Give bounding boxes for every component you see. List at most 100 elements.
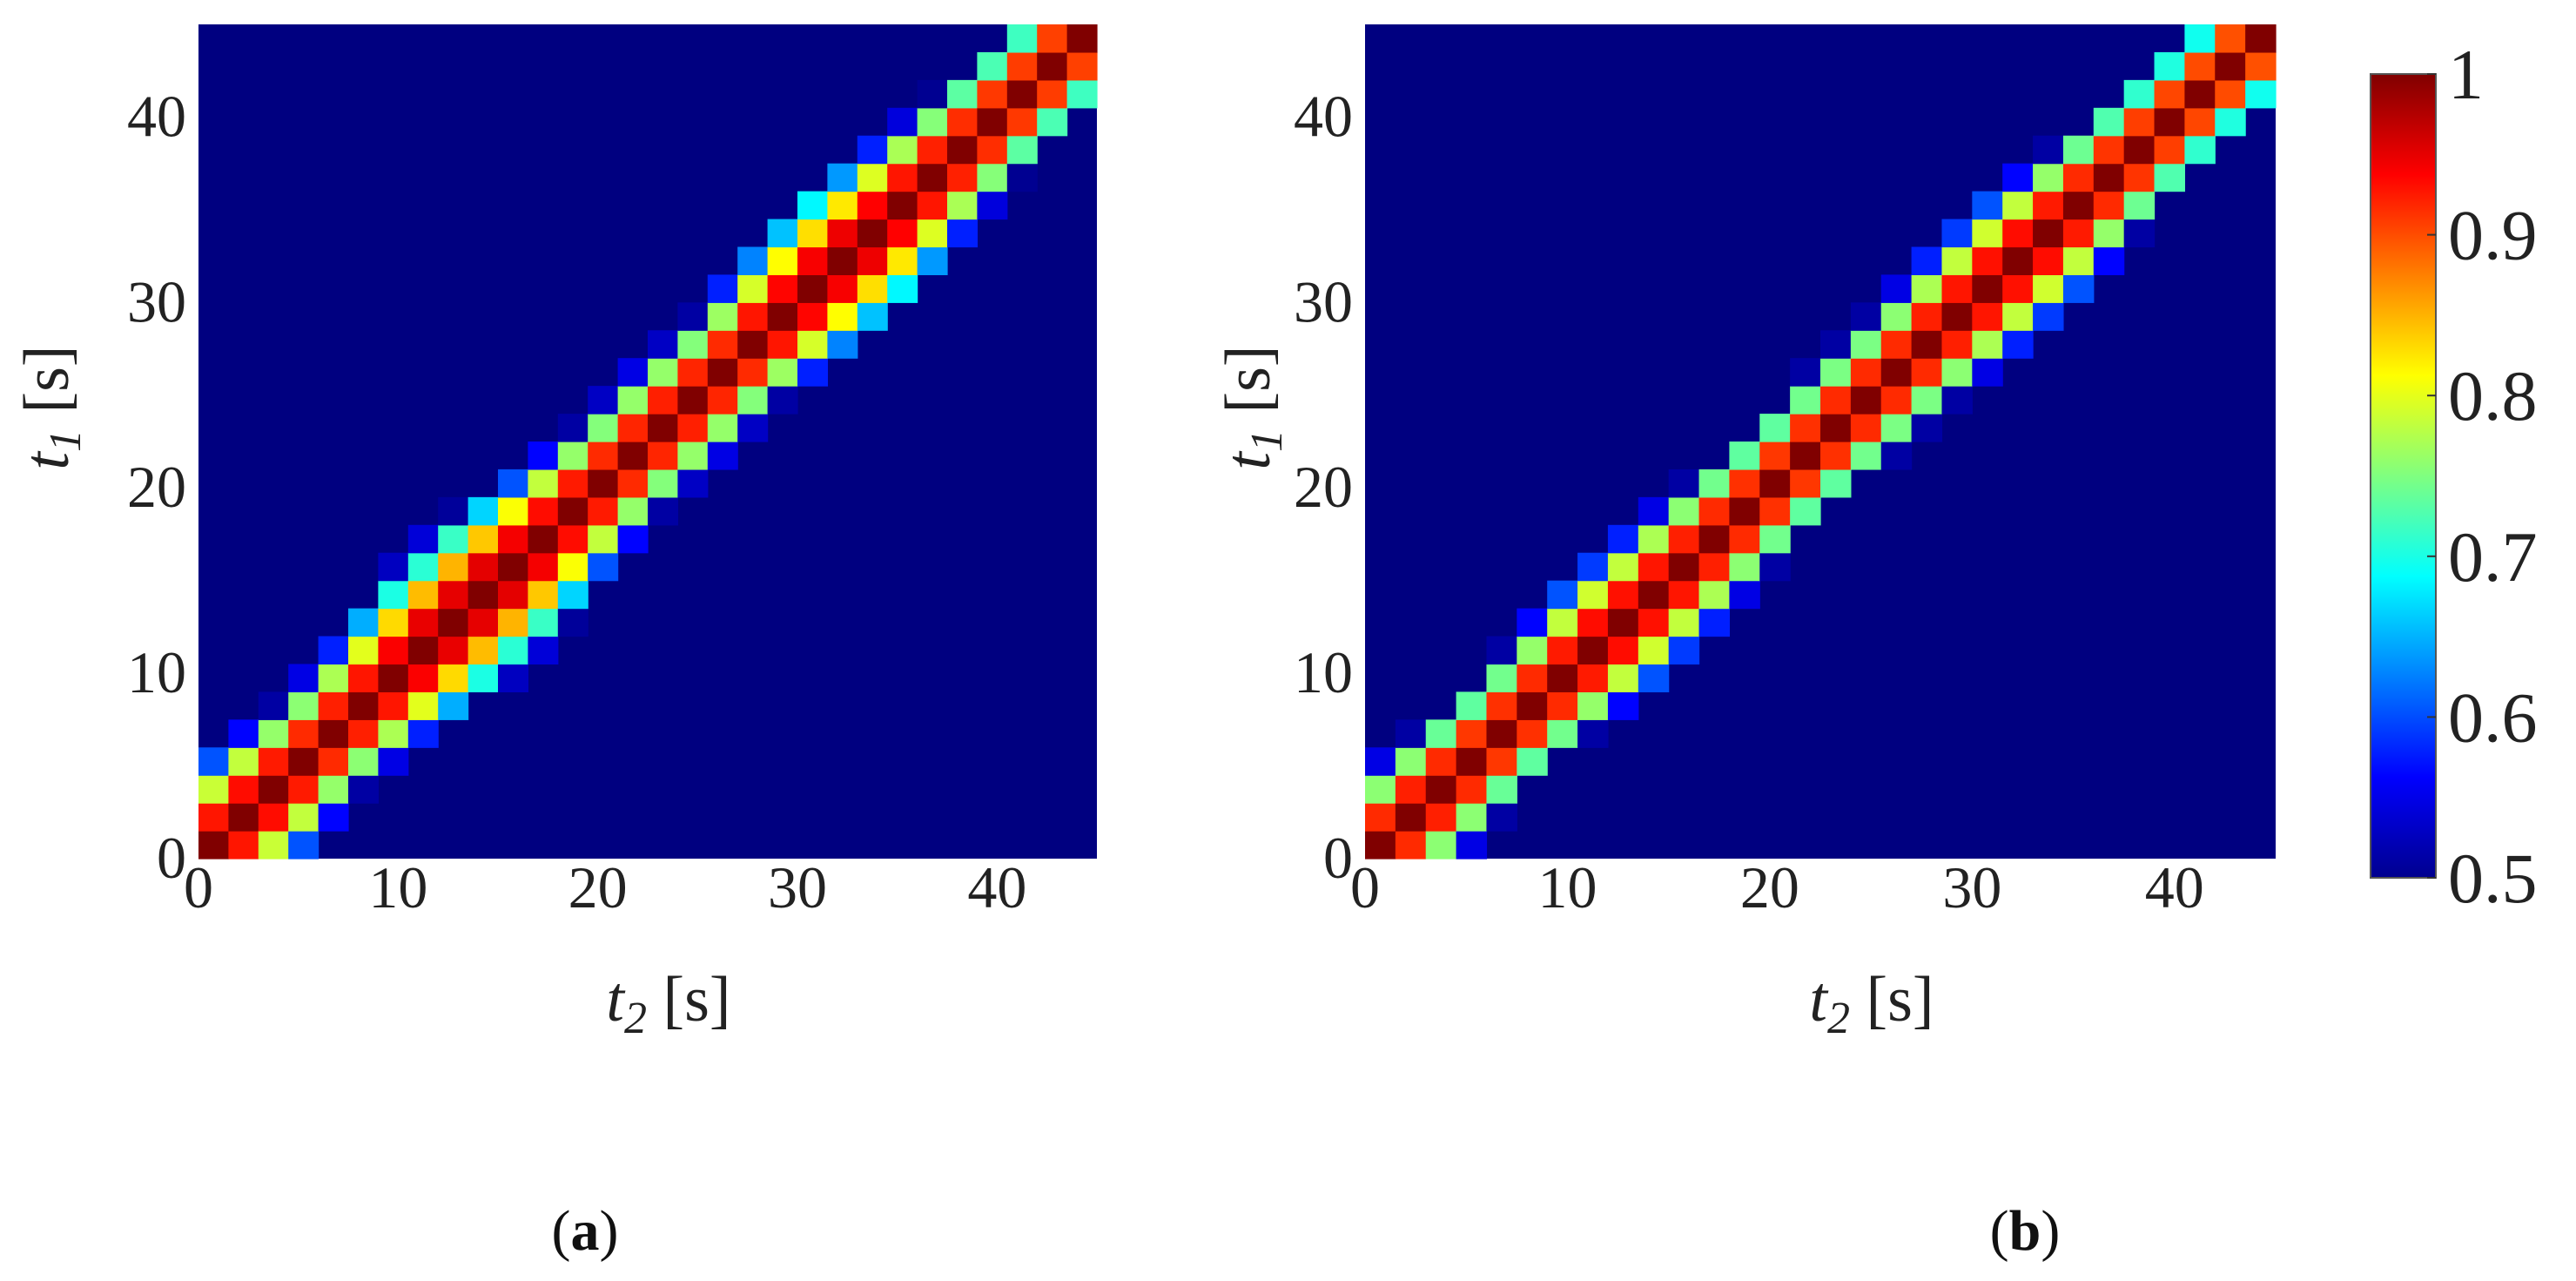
heatmap-cell <box>2093 246 2125 275</box>
heatmap-cell <box>557 608 589 637</box>
heatmap-cell <box>1517 691 1548 720</box>
heatmap-cell <box>1759 414 1791 442</box>
heatmap-cell <box>378 691 409 720</box>
heatmap-cell <box>1395 831 1427 860</box>
heatmap-cell <box>917 163 948 192</box>
heatmap-cell <box>198 747 229 776</box>
heatmap-cell <box>1486 719 1517 748</box>
heatmap-cell <box>1820 358 1852 387</box>
heatmap-cell <box>198 775 229 804</box>
heatmap-cell <box>677 442 709 470</box>
heatmap-cell <box>2093 107 2125 137</box>
heatmap-cell <box>348 775 379 804</box>
heatmap-cell <box>1638 496 1670 526</box>
heatmap-cell <box>1486 803 1517 832</box>
heatmap-cell <box>557 580 589 610</box>
heatmap-cell <box>917 79 948 109</box>
heatmap-cell <box>2215 107 2246 137</box>
heatmap-cell <box>528 524 559 554</box>
heatmap-cell <box>1790 496 1821 526</box>
heatmap-cell <box>2184 135 2216 165</box>
heatmap-cell <box>588 469 619 498</box>
heatmap-cell <box>1850 386 1882 415</box>
heatmap-cell <box>1729 524 1760 554</box>
heatmap-cell <box>887 191 918 220</box>
heatmap-cell <box>2062 219 2095 248</box>
heatmap-cell <box>827 274 858 303</box>
heatmap-cell <box>1790 469 1821 498</box>
heatmap-cell <box>2002 163 2034 192</box>
heatmap-cell <box>2245 51 2277 81</box>
heatmap-cell <box>947 107 978 137</box>
heatmap-cell <box>528 552 559 582</box>
heatmap-cell <box>407 719 439 748</box>
heatmap-cell <box>1607 664 1639 692</box>
heatmap-cell <box>528 496 559 526</box>
heatmap-cell <box>288 664 319 692</box>
x-tick-label: 40 <box>2145 854 2204 920</box>
heatmap-cell <box>378 608 409 637</box>
heatmap-panel-a: 0 10 20 30 40 0 10 20 30 40 t2 [s] t1 [s] (a) <box>11 24 1098 1263</box>
heatmap-cell <box>1972 246 2003 275</box>
heatmap-cell <box>1006 51 1038 81</box>
heatmap-cell <box>1607 580 1639 610</box>
heatmap-cell <box>947 163 978 192</box>
heatmap-cell <box>288 719 319 748</box>
heatmap-cell <box>1850 414 1882 442</box>
y-tick-label: 20 <box>127 454 186 520</box>
heatmap-cell <box>288 803 319 832</box>
panel-label-a: (a) <box>552 1199 619 1263</box>
heatmap-cell <box>1698 608 1730 637</box>
heatmap-cell <box>2215 24 2246 53</box>
heatmap-cell <box>1880 274 1913 303</box>
heatmap-cell <box>1820 414 1852 442</box>
heatmap-cell <box>648 330 678 359</box>
heatmap-cell <box>1395 719 1427 748</box>
heatmap-cell <box>2245 79 2277 109</box>
heatmap-cell <box>2002 274 2034 303</box>
heatmap-cell <box>1759 552 1791 582</box>
heatmap-cell <box>1006 79 1038 109</box>
heatmap-cell <box>887 107 918 137</box>
heatmap-cell <box>1395 747 1427 776</box>
heatmap-cell <box>617 414 649 442</box>
heatmap-cell <box>2002 330 2034 359</box>
colorbar-tick-label: 0.9 <box>2448 196 2538 275</box>
heatmap-cell <box>1577 552 1609 582</box>
heatmap-cell <box>1006 135 1038 165</box>
heatmap-cell <box>677 386 709 415</box>
heatmap-cell <box>2184 107 2216 137</box>
heatmap-cell <box>1486 747 1517 776</box>
heatmap-cell <box>1456 803 1488 832</box>
heatmap-cell <box>857 219 888 248</box>
heatmap-cell <box>438 552 469 582</box>
heatmap-cell <box>767 246 798 275</box>
heatmap-cell <box>1880 330 1913 359</box>
heatmap-cell <box>677 330 709 359</box>
heatmap-cell <box>258 719 289 748</box>
heatmap-cell <box>1547 664 1578 692</box>
heatmap-cell <box>1698 469 1730 498</box>
heatmap-cell <box>588 524 619 554</box>
heatmap-cell <box>1790 386 1821 415</box>
heatmap-cell <box>1880 386 1913 415</box>
heatmap-cell <box>797 358 828 387</box>
x-tick-label: 40 <box>967 854 1026 920</box>
heatmap-cell <box>318 775 349 804</box>
heatmap-cell <box>737 302 769 331</box>
y-tick-label: 30 <box>1294 268 1353 334</box>
heatmap-cell <box>467 664 499 692</box>
heatmap-cell <box>1456 691 1488 720</box>
heatmap-cell <box>1880 414 1913 442</box>
heatmap-cell <box>528 636 559 665</box>
heatmap-cell <box>857 135 888 165</box>
heatmap-cell <box>1577 691 1609 720</box>
heatmap-cell <box>1066 79 1098 109</box>
heatmap-cell <box>1517 636 1548 665</box>
heatmap-cell <box>1006 163 1038 192</box>
heatmap-cell <box>1547 719 1578 748</box>
x-tick-label: 20 <box>1740 854 1799 920</box>
x-tick-label: 10 <box>368 854 427 920</box>
heatmap-cell <box>438 580 469 610</box>
heatmap-cell <box>1037 51 1068 81</box>
